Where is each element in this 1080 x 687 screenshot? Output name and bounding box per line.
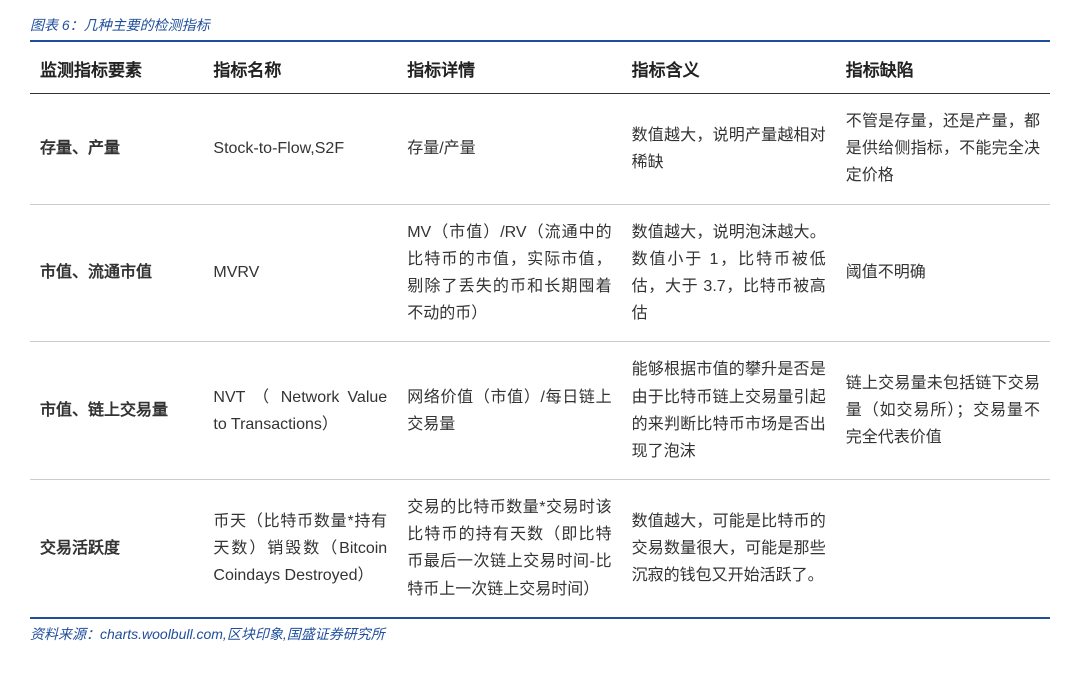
indicators-table: 监测指标要素 指标名称 指标详情 指标含义 指标缺陷 存量、产量 Stock-t…	[30, 42, 1050, 617]
table-row: 市值、流通市值 MVRV MV（市值）/RV（流通中的比特币的市值，实际市值，剔…	[30, 204, 1050, 342]
table-row: 市值、链上交易量 NVT （ Network Value to Transact…	[30, 342, 1050, 480]
cell-name: Stock-to-Flow,S2F	[203, 94, 397, 205]
figure-caption: 图表 6：几种主要的检测指标	[30, 10, 1050, 42]
col-header-meaning: 指标含义	[622, 42, 836, 94]
col-header-name: 指标名称	[203, 42, 397, 94]
cell-element: 存量、产量	[30, 94, 203, 205]
cell-element: 交易活跃度	[30, 480, 203, 617]
cell-detail: 存量/产量	[397, 94, 621, 205]
cell-meaning: 数值越大，说明泡沫越大。数值小于 1，比特币被低估，大于 3.7，比特币被高估	[622, 204, 836, 342]
cell-element: 市值、链上交易量	[30, 342, 203, 480]
col-header-detail: 指标详情	[397, 42, 621, 94]
cell-name: 币天（比特币数量*持有天数）销毁数（Bitcoin Coindays Destr…	[203, 480, 397, 617]
cell-defect: 阈值不明确	[836, 204, 1050, 342]
cell-meaning: 数值越大，说明产量越相对稀缺	[622, 94, 836, 205]
source-attribution: 资料来源：charts.woolbull.com,区块印象,国盛证券研究所	[30, 617, 1050, 649]
cell-meaning: 能够根据市值的攀升是否是由于比特币链上交易量引起的来判断比特币市场是否出现了泡沫	[622, 342, 836, 480]
cell-defect: 不管是存量，还是产量，都是供给侧指标，不能完全决定价格	[836, 94, 1050, 205]
table-row: 存量、产量 Stock-to-Flow,S2F 存量/产量 数值越大，说明产量越…	[30, 94, 1050, 205]
cell-name: NVT （ Network Value to Transactions）	[203, 342, 397, 480]
cell-element: 市值、流通市值	[30, 204, 203, 342]
cell-detail: 交易的比特币数量*交易时该比特币的持有天数（即比特币最后一次链上交易时间-比特币…	[397, 480, 621, 617]
col-header-defect: 指标缺陷	[836, 42, 1050, 94]
cell-name: MVRV	[203, 204, 397, 342]
col-header-element: 监测指标要素	[30, 42, 203, 94]
table-row: 交易活跃度 币天（比特币数量*持有天数）销毁数（Bitcoin Coindays…	[30, 480, 1050, 617]
cell-defect: 链上交易量未包括链下交易量（如交易所）；交易量不完全代表价值	[836, 342, 1050, 480]
cell-defect	[836, 480, 1050, 617]
cell-detail: MV（市值）/RV（流通中的比特币的市值，实际市值，剔除了丢失的币和长期囤着不动…	[397, 204, 621, 342]
table-header-row: 监测指标要素 指标名称 指标详情 指标含义 指标缺陷	[30, 42, 1050, 94]
cell-meaning: 数值越大，可能是比特币的交易数量很大，可能是那些沉寂的钱包又开始活跃了。	[622, 480, 836, 617]
cell-detail: 网络价值（市值）/每日链上交易量	[397, 342, 621, 480]
